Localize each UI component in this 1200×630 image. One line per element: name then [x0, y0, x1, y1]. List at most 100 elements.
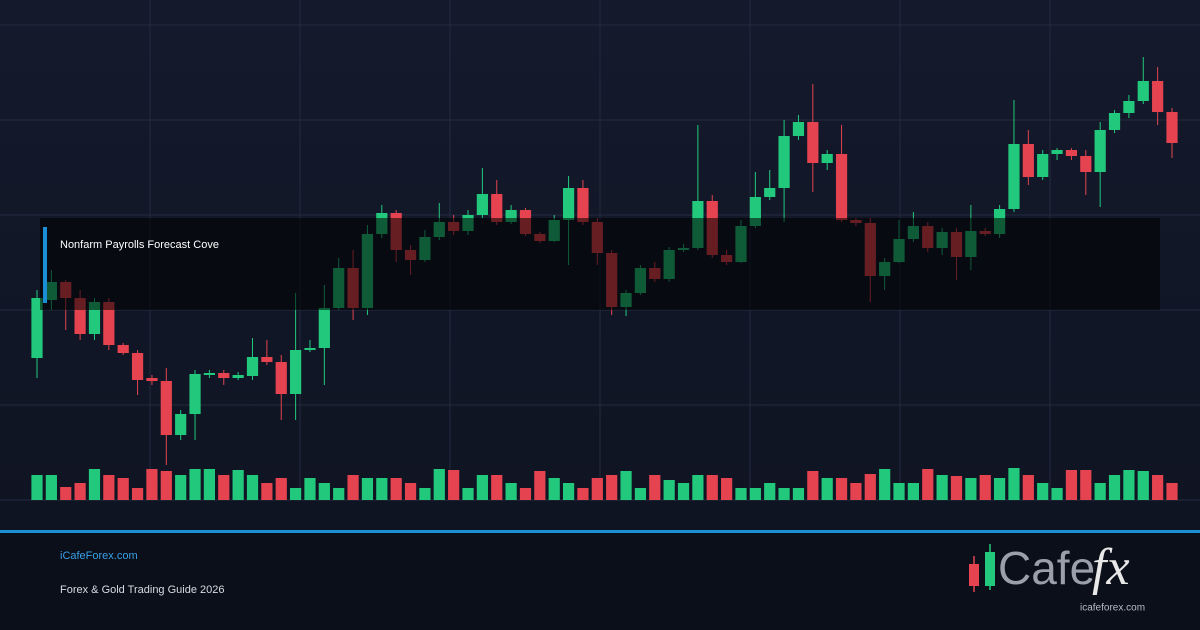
volume-bar	[462, 488, 474, 500]
candle-body	[1094, 130, 1106, 172]
volume-bar	[232, 470, 244, 500]
candle-body	[764, 188, 776, 197]
volume-bar	[649, 475, 661, 500]
volume-bar	[261, 483, 273, 500]
volume-bar	[31, 475, 43, 500]
candle-body	[1108, 113, 1121, 130]
candle-body	[505, 210, 517, 222]
volume-bar	[792, 488, 805, 500]
volume-bar	[850, 483, 862, 500]
volume-bar	[1108, 475, 1121, 500]
volume-bar	[433, 469, 445, 500]
volume-bar	[993, 478, 1006, 500]
logo-word: Cafe	[998, 542, 1095, 594]
candle-body	[792, 122, 805, 136]
volume-bar	[1051, 488, 1063, 500]
volume-bar	[936, 475, 948, 500]
logo: Cafe fx icafeforex.com	[969, 539, 1145, 614]
volume-bar	[749, 488, 761, 500]
annotation: Nonfarm Payrolls Forecast Cove	[60, 239, 219, 251]
volume-bar	[864, 474, 876, 500]
candle-body	[821, 154, 833, 163]
candle-body	[562, 188, 575, 220]
volume-bar	[807, 471, 819, 500]
candle-body	[1166, 112, 1178, 143]
volume-bar	[778, 488, 790, 500]
candle-body	[318, 308, 330, 348]
candle-body	[261, 357, 273, 362]
volume-bar	[893, 483, 905, 500]
volume-bar	[218, 475, 230, 500]
candle-body	[1137, 81, 1149, 101]
volume-bar	[950, 476, 963, 500]
candle-body	[1065, 150, 1078, 156]
volume-bar	[907, 483, 919, 500]
volume-bar	[677, 483, 690, 500]
volume-bar	[534, 471, 546, 500]
candle-body	[778, 136, 790, 188]
volume-bar	[735, 488, 747, 500]
volume-bar	[1123, 470, 1135, 500]
candle-body	[218, 373, 230, 378]
volume-bar	[879, 469, 891, 500]
candle-body	[275, 362, 287, 394]
candle-body	[749, 197, 761, 226]
volume-bar	[88, 469, 101, 500]
candle-body	[246, 357, 259, 376]
candle-body	[74, 298, 86, 334]
volume-bar	[404, 483, 417, 500]
volume-bar	[606, 475, 618, 500]
candle-body	[1037, 154, 1049, 177]
candle-body	[146, 378, 158, 381]
subtitle: Forex & Gold Trading Guide 2026	[60, 584, 224, 596]
candle-body	[1051, 150, 1063, 154]
volume-bar	[290, 488, 302, 500]
volume-bar	[821, 478, 833, 500]
candle-body	[1080, 156, 1092, 172]
candle-body	[175, 414, 187, 435]
volume-bar	[376, 478, 388, 500]
candle-body	[1152, 81, 1164, 112]
volume-bar	[275, 478, 287, 500]
volume-bar	[390, 478, 402, 500]
volume-bar	[304, 478, 316, 500]
logo-url: icafeforex.com	[1080, 603, 1145, 614]
volume-bar	[548, 478, 560, 500]
candle-body	[476, 194, 488, 215]
volume-bar	[663, 480, 675, 500]
volume-bar	[160, 471, 172, 500]
volume-bar	[634, 488, 647, 500]
volume-bar	[1152, 475, 1164, 500]
volume-bar	[189, 469, 201, 500]
volume-bar	[175, 475, 187, 500]
candle-body	[160, 381, 172, 435]
candle-body	[88, 302, 101, 334]
candle-body	[1022, 144, 1034, 177]
footer	[0, 533, 1200, 630]
candle-body	[232, 375, 244, 378]
volume-bar	[361, 478, 374, 500]
volume-bar	[131, 488, 144, 500]
volume-bar	[448, 470, 460, 500]
volume-bar	[562, 483, 575, 500]
volume-bar	[1022, 475, 1034, 500]
annotation-accent	[43, 227, 47, 303]
volume-bar	[922, 469, 934, 500]
volume-bar	[1080, 470, 1092, 500]
volume-bar	[1137, 471, 1149, 500]
volume-bar	[103, 475, 115, 500]
volume-bar	[347, 475, 359, 500]
volume-bar	[246, 475, 259, 500]
candle-body	[103, 302, 115, 345]
divider	[0, 530, 1200, 533]
site-link[interactable]: iCafeForex.com	[60, 550, 138, 562]
volume-bar	[1065, 470, 1078, 500]
candle-body	[189, 374, 201, 414]
volume-bar	[333, 488, 345, 500]
candle-body	[491, 194, 503, 222]
volume-bar	[1166, 483, 1178, 500]
volume-bar	[591, 478, 603, 500]
candle-body	[131, 353, 144, 380]
